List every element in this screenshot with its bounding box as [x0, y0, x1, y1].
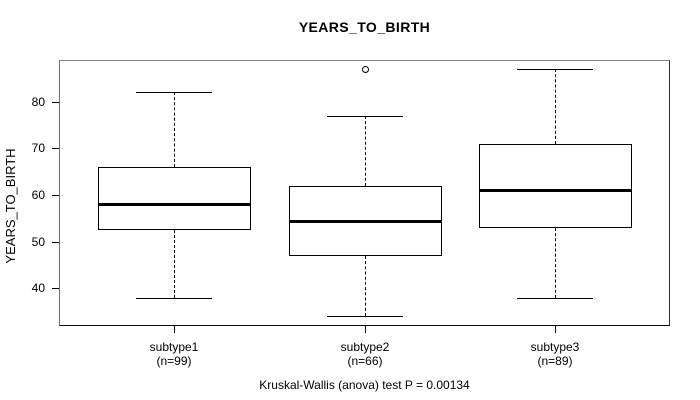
y-tick-mark	[52, 288, 59, 289]
lower-whisker-line	[364, 256, 366, 316]
y-tick-mark	[52, 195, 59, 196]
x-axis-group-label: subtype3	[530, 340, 580, 354]
median-line	[289, 220, 442, 223]
x-axis-group-count: (n=66)	[347, 354, 383, 368]
upper-whisker-cap	[517, 69, 593, 70]
y-tick-label: 40	[31, 281, 45, 295]
x-tick-mark	[174, 326, 175, 333]
box-rect	[98, 167, 251, 230]
y-tick-label: 60	[31, 188, 45, 202]
upper-whisker-cap	[327, 116, 403, 117]
x-axis-group-label: subtype1	[149, 340, 199, 354]
lower-whisker-line	[554, 228, 556, 298]
median-line	[479, 189, 632, 192]
box-rect	[479, 144, 632, 228]
y-tick-label: 70	[31, 141, 45, 155]
y-tick-mark	[52, 102, 59, 103]
y-tick-label: 80	[31, 95, 45, 109]
median-line	[98, 203, 251, 206]
upper-whisker-line	[173, 92, 175, 167]
y-tick-mark	[52, 242, 59, 243]
lower-whisker-cap	[327, 316, 403, 317]
x-axis-group-count: (n=89)	[537, 354, 573, 368]
plot-frame	[59, 60, 670, 326]
chart-title: YEARS_TO_BIRTH	[298, 19, 431, 35]
y-tick-label: 50	[31, 235, 45, 249]
upper-whisker-line	[364, 116, 366, 186]
lower-whisker-line	[173, 230, 175, 298]
outlier-point	[362, 66, 369, 73]
y-tick-mark	[52, 148, 59, 149]
stats-caption: Kruskal-Wallis (anova) test P = 0.00134	[259, 378, 470, 392]
x-tick-mark	[555, 326, 556, 333]
lower-whisker-cap	[517, 298, 593, 299]
upper-whisker-cap	[136, 92, 212, 93]
x-axis-group-count: (n=99)	[156, 354, 192, 368]
upper-whisker-line	[554, 69, 556, 144]
lower-whisker-cap	[136, 298, 212, 299]
x-axis-group-label: subtype2	[340, 340, 390, 354]
x-tick-mark	[365, 326, 366, 333]
